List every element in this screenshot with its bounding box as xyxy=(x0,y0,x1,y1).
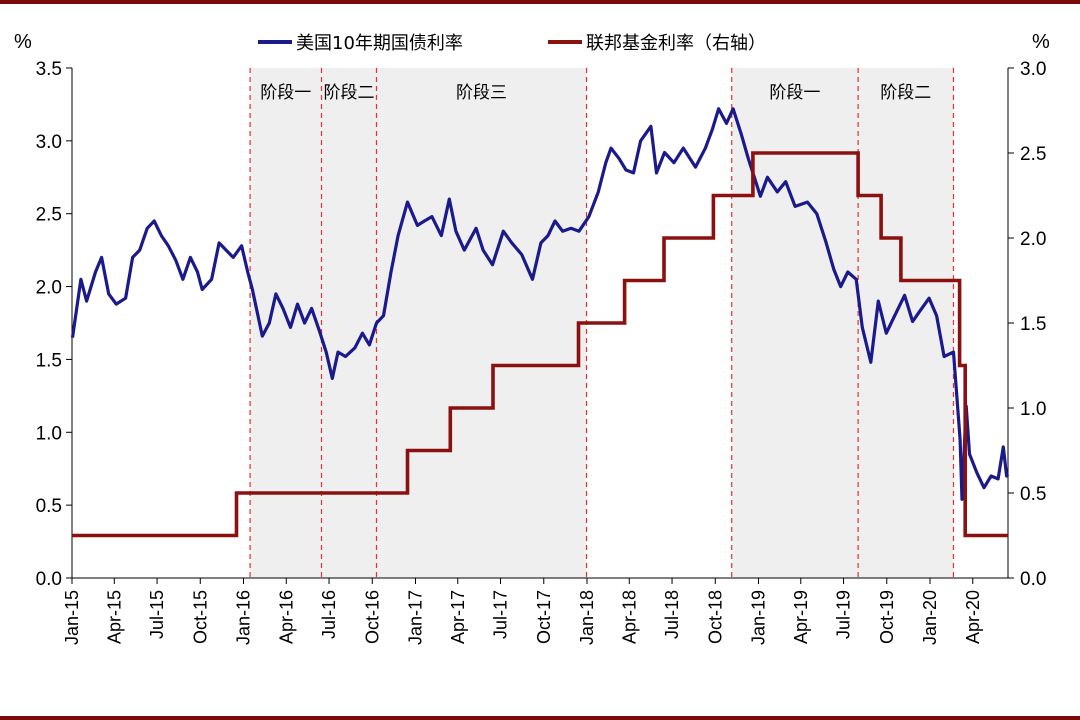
x-tick-label-17: Apr-19 xyxy=(791,590,811,644)
bottom-border-rule xyxy=(0,716,1080,720)
x-tick-label-5: Apr-16 xyxy=(276,590,296,644)
legend: 美国10年期国债利率 联邦基金利率（右轴） xyxy=(258,33,766,54)
right-tick-label-0: 0.0 xyxy=(1020,569,1046,590)
top-border-rule xyxy=(0,0,1080,4)
series-line-treasury-10y xyxy=(70,107,1010,501)
left-tick-label-0: 0.0 xyxy=(36,569,62,590)
phase-label-5: 阶段二 xyxy=(880,83,931,103)
phase-label-1: 阶段一 xyxy=(260,83,311,103)
x-tick-label-15: Oct-18 xyxy=(705,590,725,644)
right-axis-unit: % xyxy=(1032,31,1050,53)
x-tick-label-6: Jul-16 xyxy=(319,590,339,639)
phase-labels-group: 阶段一 阶段二 阶段三 阶段一 阶段二 xyxy=(260,83,931,103)
x-tick-label-12: Jan-18 xyxy=(577,590,597,645)
left-tick-label-7: 3.5 xyxy=(36,59,62,80)
phase-label-2: 阶段二 xyxy=(323,83,374,103)
axes-group: 0.0 0.5 1.0 1.5 2.0 2.5 3.0 3.5% 0.0 0.5 1.0 1.5 2.0… xyxy=(14,31,1050,645)
series-line-fed-funds xyxy=(72,151,1008,538)
x-tick-label-10: Jul-17 xyxy=(491,590,511,639)
right-tick-label-4: 2.0 xyxy=(1020,229,1046,250)
x-tick-label-3: Oct-15 xyxy=(190,590,210,644)
x-tick-label-2: Jul-15 xyxy=(147,590,167,639)
series-group xyxy=(70,107,1010,538)
right-tick-label-5: 2.5 xyxy=(1020,144,1046,165)
left-tick-label-1: 0.5 xyxy=(36,496,62,517)
legend-item-treasury-10y-label: 美国10年期国债利率 xyxy=(296,33,463,54)
phase-region-4 xyxy=(731,68,859,578)
x-tick-label-9: Apr-17 xyxy=(448,590,468,644)
x-tick-label-19: Oct-19 xyxy=(877,590,897,644)
x-tick-label-16: Jan-19 xyxy=(748,590,768,645)
x-tick-label-8: Jan-17 xyxy=(405,590,425,645)
x-tick-label-20: Jan-20 xyxy=(920,590,940,645)
phase-label-4: 阶段一 xyxy=(769,83,820,103)
right-tick-label-1: 0.5 xyxy=(1020,484,1046,505)
left-tick-label-4: 2.0 xyxy=(36,278,62,299)
left-tick-label-3: 1.5 xyxy=(36,350,62,371)
left-tick-label-5: 2.5 xyxy=(36,205,62,226)
right-tick-label-6: 3.0 xyxy=(1020,59,1046,80)
phase-region-3 xyxy=(376,68,587,578)
x-tick-label-1: Apr-15 xyxy=(104,590,124,644)
x-tick-label-11: Oct-17 xyxy=(534,590,554,644)
x-tick-label-4: Jan-16 xyxy=(234,590,254,645)
x-tick-label-18: Jul-19 xyxy=(834,590,854,639)
left-tick-label-2: 1.0 xyxy=(36,423,62,444)
x-tick-label-13: Apr-18 xyxy=(619,590,639,644)
x-tick-label-21: Apr-20 xyxy=(963,590,983,644)
right-tick-label-3: 1.5 xyxy=(1020,314,1046,335)
phase-region-2 xyxy=(321,68,377,578)
left-axis-unit: % xyxy=(14,31,32,53)
phase-label-3: 阶段三 xyxy=(456,83,507,103)
x-tick-label-0: Jan-15 xyxy=(62,590,82,645)
legend-item-fed-funds-label: 联邦基金利率（右轴） xyxy=(586,33,766,54)
right-tick-label-2: 1.0 xyxy=(1020,399,1046,420)
x-tick-label-7: Oct-16 xyxy=(362,590,382,644)
left-tick-label-6: 3.0 xyxy=(36,132,62,153)
x-tick-label-14: Jul-18 xyxy=(662,590,682,639)
